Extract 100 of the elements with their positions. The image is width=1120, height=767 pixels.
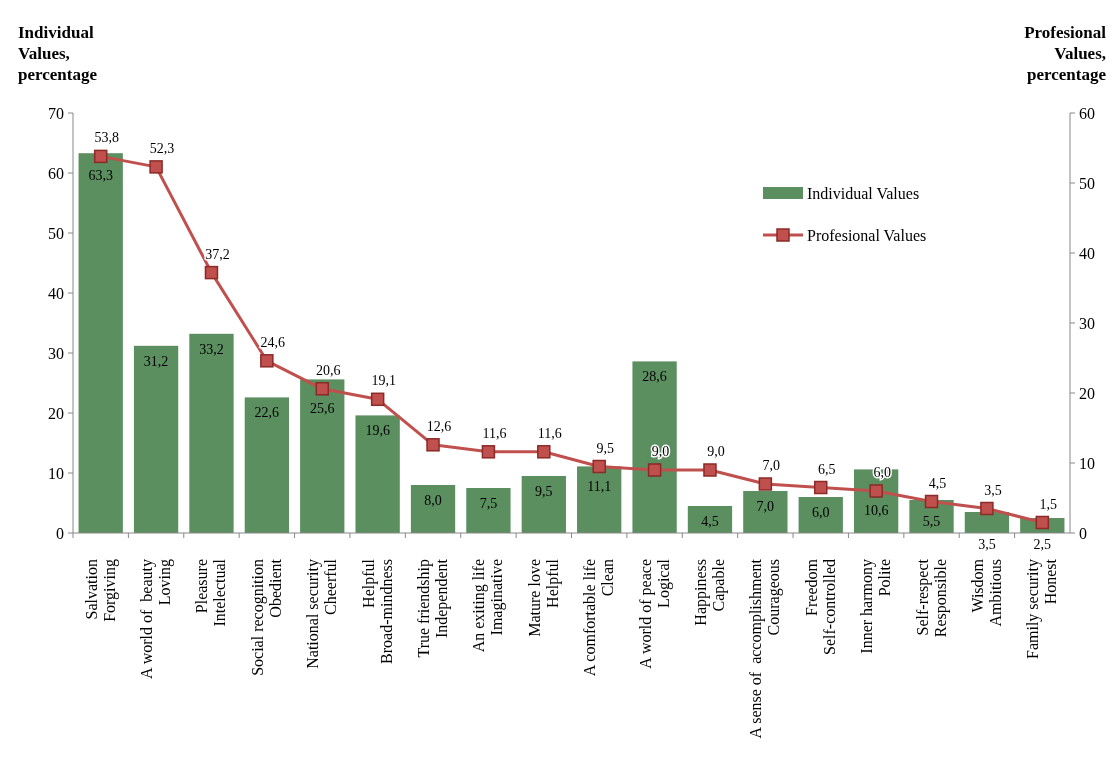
data-label: 9,5 (535, 484, 553, 499)
point (537, 445, 551, 459)
x-tick-label: National security Cheerful (304, 558, 340, 669)
x-tick-label: A sense of accomplishment Courageous (747, 558, 784, 739)
point (93, 149, 108, 164)
data-label: 22,6 (254, 405, 280, 421)
data-label: 33,2 (199, 341, 224, 357)
x-tick-label: True friendship Independent (415, 558, 452, 658)
data-label: 53,8 (94, 130, 119, 146)
y2-tick-label: 60 (1079, 104, 1095, 122)
point (924, 494, 939, 509)
data-label: 11,6 (537, 425, 562, 441)
data-label: 11,6 (482, 425, 507, 441)
y-tick-label: 40 (48, 284, 64, 302)
bar (743, 491, 788, 533)
point (592, 459, 606, 474)
bar (300, 379, 345, 533)
y2-tick-label: 40 (1079, 244, 1095, 262)
data-label: 9,0 (651, 444, 670, 459)
data-label: 1,5 (1039, 496, 1058, 512)
data-label: 19,1 (371, 373, 396, 389)
x-tick-label: Salvation Forgiving (82, 559, 119, 622)
bar (244, 397, 290, 533)
data-label: 7,5 (479, 496, 498, 511)
x-tick-label: Pleasure Intelectual (193, 558, 229, 627)
data-label: 3,5 (978, 537, 996, 552)
point (315, 382, 329, 396)
data-label: 28,6 (642, 369, 667, 385)
y2-tick-label: 20 (1079, 384, 1095, 402)
x-tick-label: Self-respect Responsible (913, 558, 950, 638)
x-tick-label: An exiting life Imaginative (470, 559, 507, 653)
y-tick-label: 0 (56, 524, 64, 542)
x-tick-label: A comfortable life Clean (581, 559, 617, 677)
y2-tick-label: 50 (1079, 174, 1095, 192)
x-tick-label: Inner harmony Polite (858, 559, 894, 654)
y-tick-label: 10 (48, 464, 64, 482)
data-label: 3,5 (984, 482, 1002, 498)
data-label: 20,6 (316, 362, 341, 378)
x-tick-label: Happiness Capable (691, 559, 728, 626)
y2-tick-label: 30 (1079, 314, 1095, 332)
data-label: 7,0 (762, 458, 781, 473)
point (149, 160, 163, 174)
data-label: 9,5 (596, 440, 614, 456)
data-label: 4,5 (928, 475, 947, 491)
y-tick-label: 30 (48, 344, 64, 362)
point (758, 477, 773, 491)
data-label: 6,0 (812, 505, 830, 520)
data-label: 4,5 (701, 514, 719, 529)
data-label: 52,3 (149, 140, 175, 156)
point (426, 438, 440, 452)
legend-label: Profesional Values (807, 226, 927, 244)
x-tick-label: Mature love Helpful (525, 558, 562, 637)
data-label: 6,0 (873, 465, 891, 480)
y-axis-title: Individual Values, percentage (18, 23, 98, 84)
x-tick-label: Family security Honest (1024, 558, 1060, 659)
bar (133, 345, 179, 533)
x-tick-label: Helpful Broad-mindness (359, 558, 395, 664)
point (647, 463, 662, 477)
bar (521, 476, 566, 533)
point (204, 265, 219, 280)
y-tick-label: 50 (48, 224, 64, 242)
data-label: 12,6 (426, 418, 452, 434)
data-label: 63,3 (88, 168, 113, 184)
y-tick-label: 60 (48, 164, 64, 182)
data-label: 24,6 (260, 334, 286, 350)
data-label: 9,0 (707, 444, 725, 459)
point (1035, 515, 1050, 530)
data-label: 31,2 (143, 353, 169, 369)
bar (466, 488, 511, 533)
data-label: 5,5 (922, 513, 941, 529)
bar (632, 361, 677, 533)
data-label: 8,0 (424, 493, 442, 508)
point (814, 480, 828, 495)
data-label: 25,6 (310, 400, 335, 416)
point (481, 445, 496, 459)
x-tick-label: A world of beauty Loving (138, 559, 175, 679)
point (370, 392, 385, 407)
bar (410, 485, 456, 533)
legend-label: Individual Values (807, 184, 920, 202)
data-label: 11,1 (587, 478, 612, 494)
bar (78, 153, 123, 533)
point (869, 484, 883, 498)
y2-axis-title: Profesional Values, percentage (1024, 23, 1107, 84)
x-tick-label: Freedom Self-controlled (802, 558, 838, 655)
y-tick-label: 20 (48, 404, 64, 422)
point (703, 463, 717, 477)
data-label: 6,5 (818, 461, 836, 477)
data-label: 19,6 (365, 423, 390, 439)
point (980, 501, 994, 516)
y2-tick-label: 0 (1079, 524, 1087, 542)
data-label: 10,6 (863, 503, 889, 518)
x-tick-label: Wisdom Ambitious (968, 558, 1004, 627)
bar (798, 497, 843, 533)
data-label: 7,0 (756, 499, 775, 514)
x-tick-label: Social recognition Obedient (248, 558, 284, 676)
bar (577, 466, 622, 533)
point (260, 354, 274, 368)
bar (355, 415, 400, 533)
x-tick-label: A world of peace Logical (636, 558, 673, 669)
y-tick-label: 70 (48, 104, 64, 122)
